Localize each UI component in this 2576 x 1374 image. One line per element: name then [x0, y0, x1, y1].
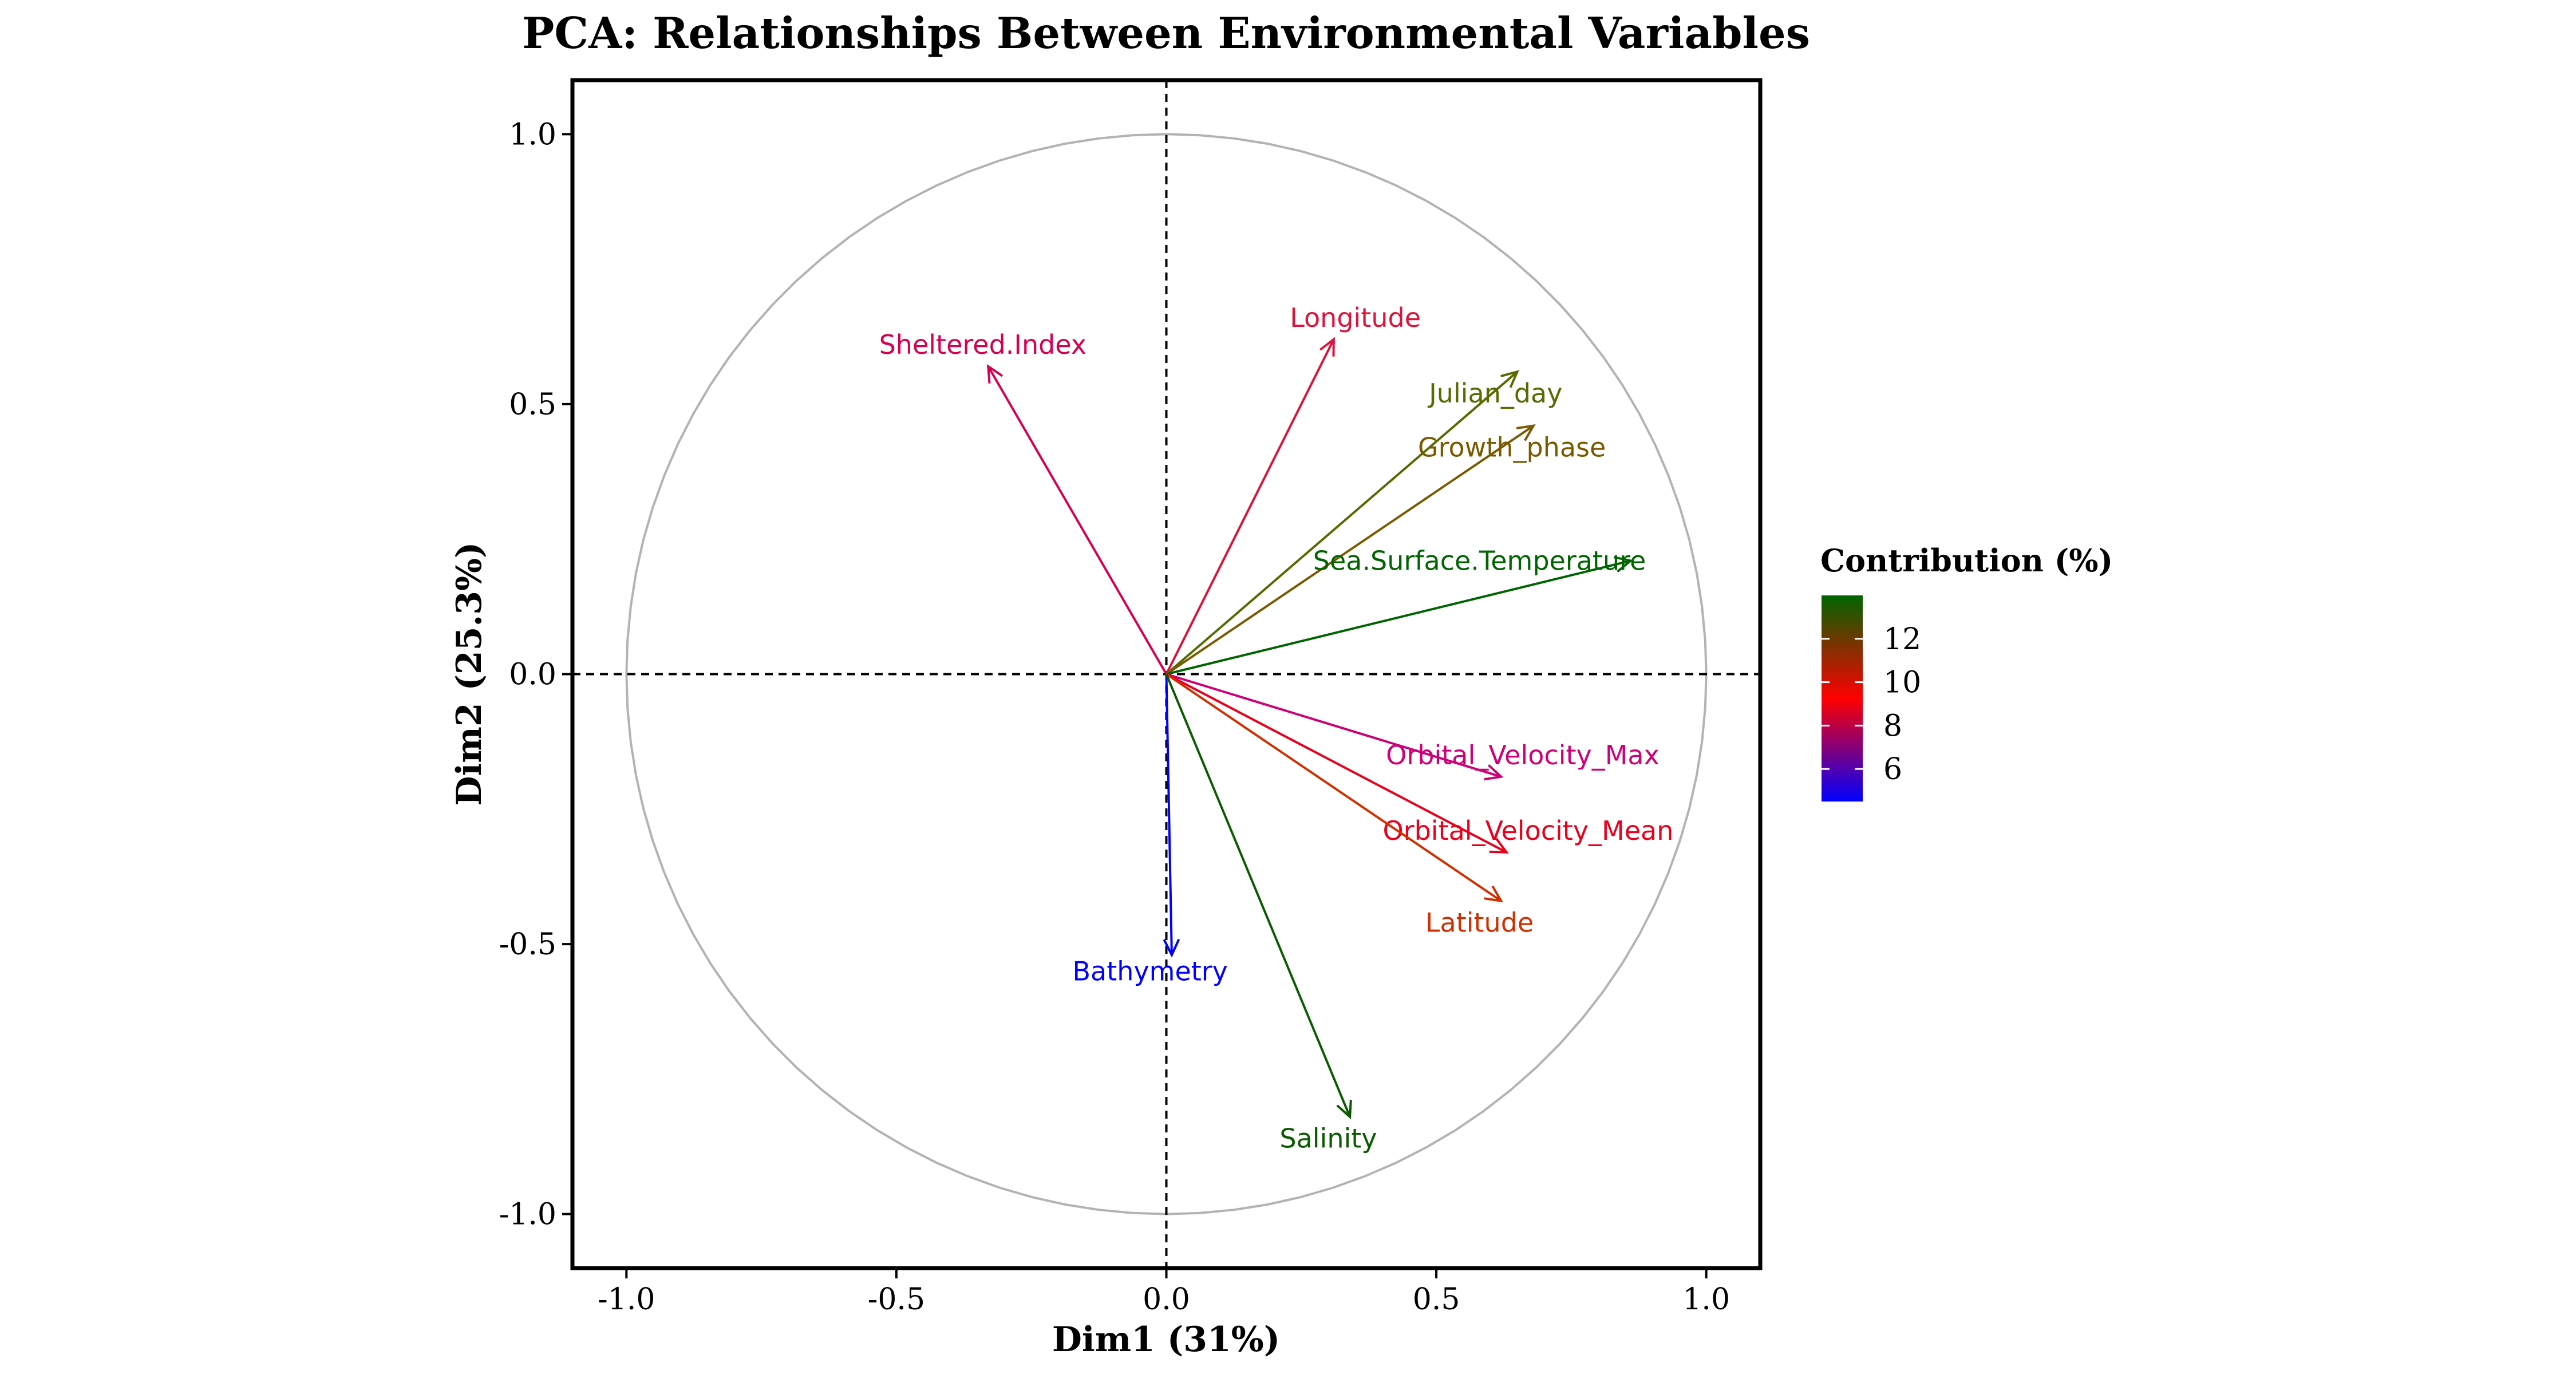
x-tick-label: -1.0: [598, 1282, 655, 1317]
x-axis-label: Dim1 (31%): [1052, 1320, 1280, 1360]
arrow-latitude: [1165, 673, 1502, 902]
arrowhead-latitude: [1484, 885, 1504, 903]
arrow-growth-phase: [1165, 424, 1534, 676]
legend-ticks: 6 8 10 12: [1822, 622, 1921, 787]
plot-area: Longitude Sheltered.Index Julian_day Growth…: [499, 78, 1763, 1317]
arrowhead-sheltered-index: [986, 364, 1003, 384]
y-tick-label: -0.5: [499, 927, 556, 962]
y-tick-label: 0.0: [509, 658, 556, 692]
y-tick-label: 1.0: [509, 117, 556, 152]
arrow-julian-day: [1165, 370, 1518, 676]
label-orbital-velocity-mean: Orbital_Velocity_Mean: [1382, 815, 1673, 846]
label-latitude: Latitude: [1425, 907, 1534, 938]
correlation-circle: [625, 133, 1708, 1215]
arrowhead-orbital-velocity-mean: [1489, 838, 1509, 854]
label-bathymetry: Bathymetry: [1072, 956, 1227, 986]
y-tick-label: 0.5: [509, 388, 556, 422]
arrow-longitude: [1165, 338, 1335, 675]
label-sheltered-index: Sheltered.Index: [879, 329, 1086, 360]
y-axis-label: Dim2 (25.3%): [449, 542, 489, 806]
label-orbital-velocity-max: Orbital_Velocity_Max: [1386, 740, 1660, 771]
arrowhead-orbital-velocity-max: [1484, 764, 1504, 781]
arrow-salinity: [1165, 673, 1352, 1118]
arrowhead-longitude: [1319, 337, 1335, 357]
x-tick-label: -0.5: [868, 1282, 925, 1317]
x-tick-label: 1.0: [1682, 1282, 1730, 1317]
chart-title: PCA: Relationships Between Environmental…: [522, 8, 1810, 58]
legend-colorbar: [1822, 595, 1863, 802]
label-julian-day: Julian_day: [1427, 378, 1562, 409]
label-sea-surface-temperature: Sea.Surface.Temperature: [1313, 545, 1646, 576]
arrowhead-salinity: [1336, 1099, 1352, 1120]
arrow-orbital-velocity-mean: [1165, 673, 1507, 854]
legend: Contribution (%) 6 8 10 12: [1820, 542, 2113, 802]
arrow-sea-surface-temperature: [1166, 559, 1631, 676]
label-salinity: Salinity: [1279, 1123, 1377, 1154]
arrow-orbital-velocity-max: [1165, 673, 1502, 778]
arrowhead-bathymetry: [1163, 938, 1180, 958]
x-tick-label: 0.5: [1413, 1282, 1460, 1317]
x-tick-label: 0.0: [1143, 1282, 1190, 1317]
label-longitude: Longitude: [1290, 302, 1421, 333]
arrowhead-julian-day: [1500, 370, 1520, 388]
legend-tick-label: 8: [1883, 709, 1902, 743]
legend-tick-label: 12: [1883, 622, 1921, 657]
arrow-sheltered-index: [987, 365, 1168, 675]
label-growth-phase: Growth_phase: [1418, 432, 1606, 463]
arrow-bathymetry: [1165, 674, 1173, 955]
legend-tick-label: 6: [1883, 752, 1902, 787]
legend-title: Contribution (%): [1820, 542, 2113, 579]
y-tick-label: -1.0: [499, 1198, 556, 1232]
arrowhead-growth-phase: [1516, 424, 1536, 441]
arrowhead-sea-surface-temperature: [1613, 556, 1634, 573]
legend-tick-label: 10: [1883, 666, 1921, 700]
